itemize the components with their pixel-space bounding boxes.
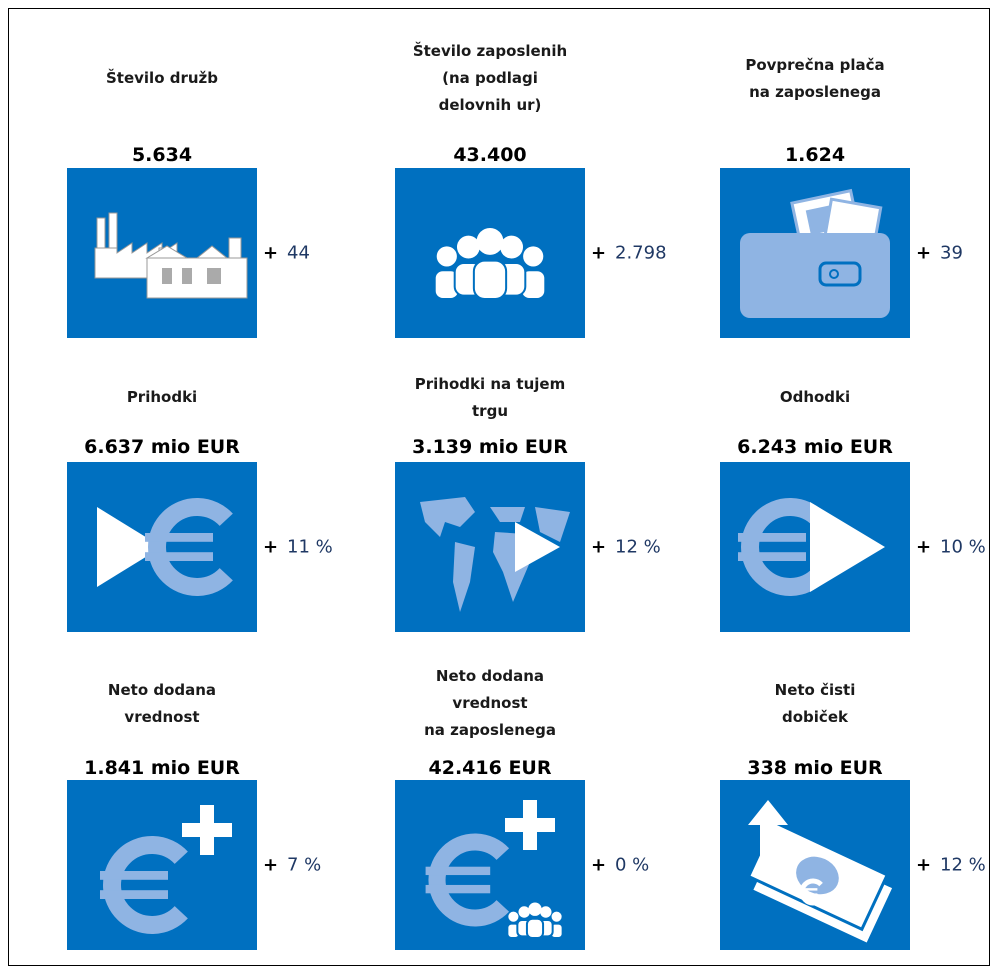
card-icon xyxy=(67,462,257,632)
change-value: 11 % xyxy=(287,536,333,558)
change-value: 39 xyxy=(940,242,963,264)
card-title: vrednost xyxy=(124,707,200,726)
change-sign: + xyxy=(591,854,607,876)
icon xyxy=(740,188,890,318)
change-value: 44 xyxy=(287,242,310,264)
card-title: Število zaposlenih xyxy=(412,42,568,60)
change-value: 7 % xyxy=(287,854,322,876)
card-title: na zaposlenega xyxy=(749,82,881,101)
card-icon xyxy=(67,168,257,338)
change-value: 12 % xyxy=(615,536,661,558)
frame xyxy=(8,8,990,966)
card-value: 42.416 EUR xyxy=(428,757,552,779)
card-title: Odhodki xyxy=(779,388,851,406)
card-icon xyxy=(395,168,585,338)
change-sign: + xyxy=(916,536,932,558)
icon xyxy=(100,805,232,934)
change-sign: + xyxy=(263,854,279,876)
card-title: Prihodki na tujem xyxy=(414,374,566,393)
card-title: vrednost xyxy=(452,694,528,712)
change-value: 12 % xyxy=(940,854,986,876)
card-icon xyxy=(395,462,585,632)
icon xyxy=(433,227,547,300)
change-sign: + xyxy=(591,536,607,558)
change-sign: + xyxy=(916,854,932,876)
icon xyxy=(94,212,248,299)
card-icon xyxy=(67,780,257,950)
card-icon xyxy=(395,780,585,950)
card-title: delovnih ur) xyxy=(438,96,542,114)
card-icon xyxy=(720,462,910,632)
card-title: (na podlagi xyxy=(442,69,538,87)
icon xyxy=(420,497,570,612)
change-value: 10 % xyxy=(940,536,986,558)
card-value: 338 mio EUR xyxy=(747,757,883,779)
change-sign: + xyxy=(263,242,279,264)
card-title: Prihodki xyxy=(126,388,198,406)
card-value: 1.624 xyxy=(784,144,846,166)
icon xyxy=(97,498,233,596)
icon xyxy=(738,498,885,596)
card-value: 43.400 xyxy=(453,144,527,166)
card-icon xyxy=(720,168,910,338)
card-value: 5.634 xyxy=(131,144,193,166)
card-title: Neto dodana xyxy=(107,680,217,699)
card-value: 6.637 mio EUR xyxy=(84,436,240,458)
card-title: trgu xyxy=(472,401,508,420)
change-value: 0 % xyxy=(615,854,650,876)
change-value: 2.798 xyxy=(615,242,667,264)
icon xyxy=(425,800,564,940)
card-value: 6.243 mio EUR xyxy=(737,436,893,458)
card-value: 1.841 mio EUR xyxy=(84,757,240,779)
card-title: Neto dodana xyxy=(435,667,545,685)
card-title: Število družb xyxy=(105,69,219,87)
change-sign: + xyxy=(591,242,607,264)
card-title: Povprečna plača xyxy=(745,55,885,74)
card-title: na zaposlenega xyxy=(424,721,556,739)
card-title: dobiček xyxy=(782,707,848,726)
card-value: 3.139 mio EUR xyxy=(412,436,568,458)
change-sign: + xyxy=(916,242,932,264)
card-title: Neto čisti xyxy=(774,680,856,699)
card-icon xyxy=(720,780,910,950)
change-sign: + xyxy=(263,536,279,558)
icon xyxy=(746,800,893,943)
